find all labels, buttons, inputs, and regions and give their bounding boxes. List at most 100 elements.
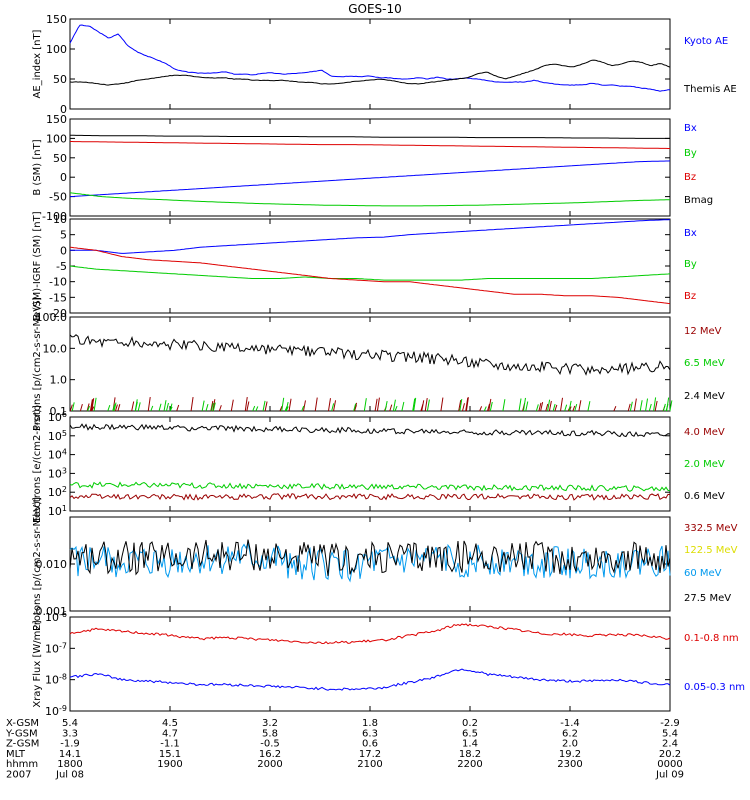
series-spike xyxy=(489,401,493,412)
legend-label: Bx xyxy=(684,123,697,134)
ephemeris-cell: -1.9 xyxy=(60,739,80,750)
series-spike xyxy=(522,397,526,412)
series-spike xyxy=(327,398,331,412)
y-tick-label: 101 xyxy=(48,504,67,519)
series-line xyxy=(69,160,671,198)
y-tick-label: 5 xyxy=(60,229,67,242)
series-spike xyxy=(413,397,417,412)
series-spike xyxy=(401,401,405,412)
y-tick-label: 10 xyxy=(53,213,67,226)
series-line xyxy=(69,539,671,577)
legend-label: 6.5 MeV xyxy=(684,358,725,369)
series-spike xyxy=(535,404,539,412)
legend-label: 122.5 MeV xyxy=(684,545,738,556)
y-tick-exponent: 5 xyxy=(62,428,67,437)
series-spike xyxy=(572,405,576,412)
series-spike xyxy=(218,405,222,412)
series-line xyxy=(69,265,671,281)
series-spike xyxy=(392,399,396,412)
ephemeris-cell: 6.2 xyxy=(562,728,578,739)
legend-label: 4.0 MeV xyxy=(684,427,725,438)
series-line xyxy=(69,481,671,492)
series-spike xyxy=(639,400,643,412)
legend-label: Bz xyxy=(684,291,696,302)
series-spike xyxy=(587,401,591,412)
y-tick-label: 106 xyxy=(48,410,67,425)
series-line xyxy=(69,423,671,438)
series-spike xyxy=(176,404,180,412)
series-spike xyxy=(134,399,138,412)
series-spike xyxy=(458,400,462,412)
series-spike xyxy=(629,401,633,412)
series-spike xyxy=(465,397,469,412)
series-spike xyxy=(424,398,428,412)
y-tick-label: 0 xyxy=(60,171,67,184)
ephemeris-cell: Jul 08 xyxy=(55,770,84,781)
legend-label: 27.5 MeV xyxy=(684,593,731,604)
ephemeris-cell: 18.2 xyxy=(459,749,481,760)
ephemeris-cell: 6.3 xyxy=(362,728,378,739)
legend-label: 2.0 MeV xyxy=(684,459,725,470)
legend-label: 0.1-0.8 nm xyxy=(684,633,739,644)
series-spike xyxy=(201,400,205,412)
series-line xyxy=(69,59,671,86)
series-spike xyxy=(488,398,492,412)
y-tick-label: 100.0 xyxy=(36,311,68,324)
series-line xyxy=(69,541,671,583)
series-line xyxy=(69,623,671,645)
series-spike xyxy=(613,406,617,412)
series-spike xyxy=(205,403,209,412)
ephemeris-cell: 20.2 xyxy=(659,749,681,760)
y-tick-label: 0 xyxy=(60,103,67,116)
panel-5: 101 102 103 104 105 106 Electrons [e/(cm2-s-sr… xyxy=(32,405,725,523)
series-spike xyxy=(554,404,558,412)
y-axis-label: Protons [p/(cm2-s-sr-MeV)] xyxy=(32,497,43,631)
ephemeris-cell: -1.1 xyxy=(160,739,180,750)
series-line xyxy=(70,219,671,254)
series-spike xyxy=(483,406,487,412)
panel-3: -20 -15 -10 -5 0 5 10 B (SM)-IGRF (SM) [nT] Bx By… xyxy=(32,211,697,320)
series-spike xyxy=(540,402,544,412)
series-line xyxy=(69,334,671,376)
series-spike xyxy=(71,402,75,412)
series-spike xyxy=(440,397,444,412)
series-spike xyxy=(627,403,631,412)
y-tick-label: 10-6 xyxy=(45,610,67,625)
legend-label: 332.5 MeV xyxy=(684,523,738,534)
ephemeris-row-label: MLT xyxy=(6,749,26,760)
series-spike xyxy=(190,396,194,412)
series-spike xyxy=(79,403,83,412)
y-tick-label: 104 xyxy=(48,447,67,462)
series-spike xyxy=(112,404,116,412)
series-spike xyxy=(374,398,378,412)
series-spike xyxy=(284,406,288,412)
series-line xyxy=(69,493,671,501)
y-tick-label: 105 xyxy=(48,428,67,443)
series-spike xyxy=(87,405,91,412)
series-spike xyxy=(137,402,141,412)
legend-label: Kyoto AE xyxy=(684,36,728,47)
y-tick-label: 10-8 xyxy=(45,672,67,687)
ephemeris-cell: 5.4 xyxy=(662,728,678,739)
y-tick-label: 50 xyxy=(53,152,67,165)
panel-frame xyxy=(69,18,671,110)
series-spike xyxy=(264,401,268,412)
y-tick-label: -15 xyxy=(49,291,67,304)
ephemeris-cell: 3.2 xyxy=(262,718,278,729)
y-tick-label: -100 xyxy=(42,210,67,223)
y-tick-exponent: 1 xyxy=(62,504,67,513)
series-line xyxy=(69,192,671,207)
series-spike xyxy=(117,404,121,412)
legend-label: Bmag xyxy=(684,195,713,206)
series-line xyxy=(70,141,670,149)
series-spike xyxy=(538,402,542,412)
series-spike xyxy=(331,403,335,412)
panel-2: -100 -50 0 50 100 150 B (SM) [nT] Bx By Bz Bmag xyxy=(32,113,713,223)
ephemeris-cell: 1.8 xyxy=(362,718,378,729)
y-tick-label: 102 xyxy=(48,485,67,500)
series-spike xyxy=(165,402,169,412)
y-tick-label: 50 xyxy=(53,73,67,86)
